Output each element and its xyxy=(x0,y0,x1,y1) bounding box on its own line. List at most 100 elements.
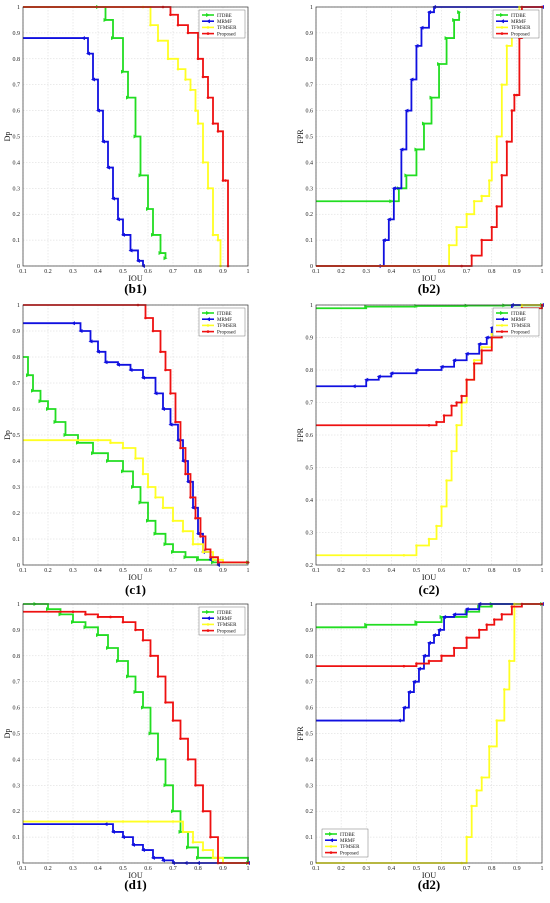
data-point xyxy=(126,95,130,100)
x-tick-label: 0.8 xyxy=(194,866,202,872)
data-point xyxy=(404,173,409,178)
legend-label: MRMF xyxy=(217,318,232,323)
y-tick-label: 0.1 xyxy=(13,835,21,841)
data-point xyxy=(439,364,444,369)
x-tick-label: 0.7 xyxy=(169,866,177,872)
data-point xyxy=(452,358,457,363)
y-tick-label: 0.7 xyxy=(306,83,314,89)
legend-marker xyxy=(500,26,504,29)
data-point xyxy=(505,140,509,143)
data-point xyxy=(191,542,195,546)
data-point xyxy=(490,225,494,229)
series-line-tfmser xyxy=(23,439,248,564)
data-point xyxy=(211,233,215,237)
y-tick-label: 0.9 xyxy=(306,31,314,37)
legend-label: MRMF xyxy=(217,20,232,25)
legend-marker xyxy=(206,330,210,333)
data-point xyxy=(121,469,125,474)
x-tick-label: 0.1 xyxy=(312,866,320,872)
legend-label: Proposed xyxy=(511,330,530,335)
data-point xyxy=(169,13,172,17)
data-point xyxy=(138,500,143,505)
data-point xyxy=(146,207,150,212)
data-point xyxy=(455,423,458,427)
y-tick-label: 0.4 xyxy=(13,459,21,465)
data-point xyxy=(211,558,215,562)
x-tick-label: 1 xyxy=(541,568,544,574)
x-tick-label: 0.9 xyxy=(219,568,227,574)
data-point xyxy=(411,679,416,684)
y-tick-label: 0.8 xyxy=(306,368,314,374)
y-tick-label: 0 xyxy=(17,563,20,569)
data-point xyxy=(58,612,63,617)
data-point xyxy=(464,607,469,612)
data-point xyxy=(156,757,160,762)
y-tick-label: 0.4 xyxy=(13,160,21,166)
data-point xyxy=(470,804,473,808)
data-point xyxy=(163,542,168,547)
data-point xyxy=(209,555,212,559)
data-point xyxy=(146,485,150,489)
data-point xyxy=(141,705,145,710)
series-proposed xyxy=(23,5,230,268)
data-point xyxy=(489,325,494,330)
data-point xyxy=(148,731,153,736)
legend-marker xyxy=(329,838,333,843)
series-line-itdbe xyxy=(23,356,248,564)
y-tick-label: 0 xyxy=(310,861,313,867)
y-tick-label: 0.8 xyxy=(13,57,21,63)
data-point xyxy=(477,628,481,632)
x-tick-label: 0.1 xyxy=(19,269,27,275)
data-point xyxy=(191,840,195,844)
data-point xyxy=(455,401,458,404)
data-point xyxy=(450,404,453,408)
legend-label: TFMSER xyxy=(511,26,531,31)
panel-label: (c1) xyxy=(125,582,146,597)
data-point xyxy=(183,555,188,560)
data-point xyxy=(442,414,446,417)
data-point xyxy=(111,829,115,834)
data-point xyxy=(389,371,394,376)
data-point xyxy=(106,646,110,651)
data-point xyxy=(141,848,145,853)
x-tick-label: 0.4 xyxy=(388,568,396,574)
data-point xyxy=(419,25,424,30)
x-tick-label: 1 xyxy=(541,866,544,872)
data-point xyxy=(465,378,468,382)
data-point xyxy=(63,433,68,437)
data-point xyxy=(194,784,197,787)
data-point xyxy=(121,620,125,624)
data-point xyxy=(116,658,120,663)
series-line-tfmser xyxy=(23,6,222,266)
series-line-proposed xyxy=(316,6,542,267)
x-tick-label: 0.1 xyxy=(19,568,27,574)
legend-marker xyxy=(206,623,210,626)
data-point xyxy=(179,737,182,740)
data-point xyxy=(364,304,369,309)
data-point xyxy=(211,856,215,860)
legend-marker xyxy=(500,311,504,315)
x-tick-label: 0.4 xyxy=(94,866,102,872)
x-tick-label: 0.3 xyxy=(69,866,77,872)
legend-marker xyxy=(500,13,504,17)
panel-label: (b2) xyxy=(418,281,440,296)
data-point xyxy=(409,77,414,82)
plot-frame xyxy=(315,603,543,864)
data-point xyxy=(96,349,100,354)
data-point xyxy=(146,820,150,823)
x-tick-label: 0.8 xyxy=(488,568,496,574)
data-point xyxy=(199,535,202,538)
data-point xyxy=(206,187,210,190)
y-tick-label: 0.5 xyxy=(306,466,314,472)
x-tick-label: 0.6 xyxy=(144,269,152,275)
data-point xyxy=(427,537,431,541)
data-point xyxy=(447,243,451,247)
x-tick-label: 0.3 xyxy=(362,866,370,872)
data-point xyxy=(126,674,130,679)
data-point xyxy=(455,225,458,229)
data-point xyxy=(154,496,157,499)
panel-label: (b1) xyxy=(124,281,146,296)
data-point xyxy=(435,420,438,424)
data-point xyxy=(201,848,205,852)
